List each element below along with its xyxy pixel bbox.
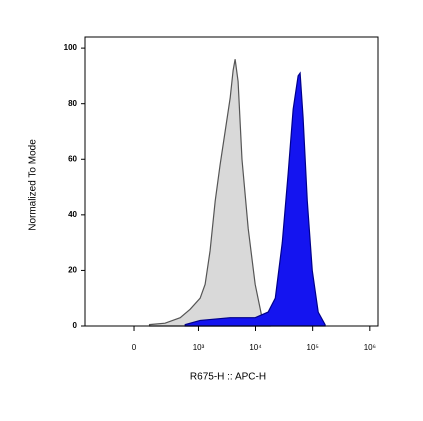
- histogram-area: [148, 59, 271, 327]
- y-tick-label: 0: [73, 321, 78, 330]
- histogram-area: [184, 71, 326, 327]
- y-tick-label: 40: [68, 210, 77, 219]
- x-tick-label: 10³: [193, 343, 205, 352]
- y-axis-label: Normalized To Mode: [28, 139, 39, 231]
- y-tick-label: 80: [68, 99, 77, 108]
- y-tick-label: 60: [68, 154, 77, 163]
- x-tick-label: 10⁴: [249, 343, 262, 352]
- x-tick-label: 10⁵: [307, 343, 319, 352]
- x-tick-label: 10⁶: [364, 343, 376, 352]
- y-tick-label: 100: [64, 43, 78, 52]
- x-tick-label: 0: [132, 343, 137, 352]
- x-axis-label: R675-H :: APC-H: [190, 372, 266, 383]
- plot-frame: [84, 36, 379, 327]
- y-tick-label: 20: [68, 266, 77, 275]
